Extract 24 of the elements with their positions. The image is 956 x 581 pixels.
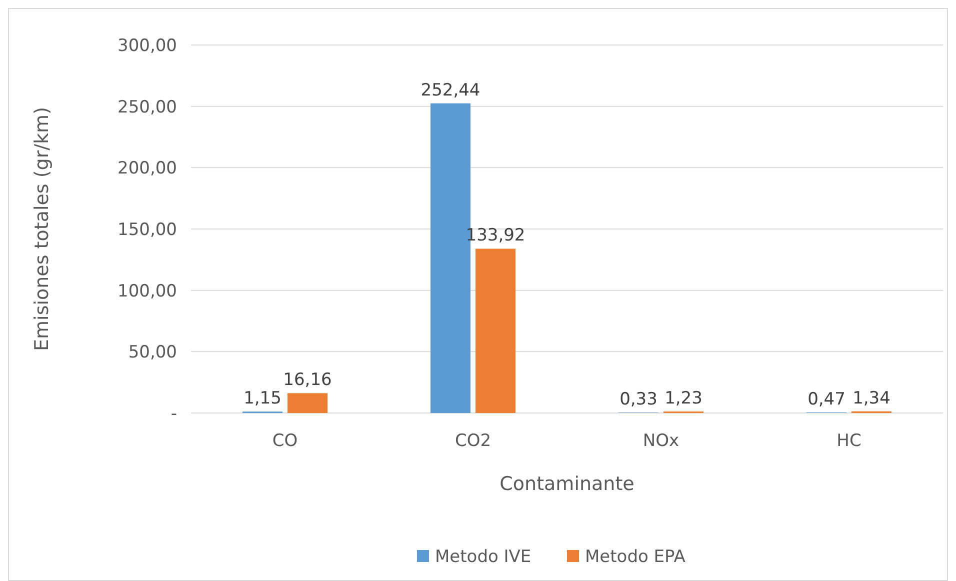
y-tick-label: 200,00 bbox=[118, 158, 177, 179]
x-tick-label: NOx bbox=[642, 431, 680, 451]
y-tick-label: 50,00 bbox=[128, 342, 177, 363]
bar bbox=[476, 248, 516, 413]
data-label: 1,23 bbox=[664, 388, 702, 408]
legend-label: Metodo IVE bbox=[435, 546, 532, 567]
x-tick-label: CO2 bbox=[454, 431, 492, 451]
data-label: 16,16 bbox=[283, 370, 332, 390]
x-tick-label: CO bbox=[272, 431, 298, 451]
y-axis-title: Emisiones totales (gr/km) bbox=[31, 107, 53, 351]
bar bbox=[288, 393, 328, 413]
x-tick-label: HC bbox=[836, 431, 862, 451]
data-label: 1,15 bbox=[244, 388, 282, 409]
data-label: 0,33 bbox=[620, 390, 658, 410]
y-tick-label: - bbox=[170, 404, 177, 424]
y-tick-label: 250,00 bbox=[118, 97, 177, 118]
y-tick-label: 100,00 bbox=[118, 281, 177, 302]
data-label: 1,34 bbox=[852, 388, 890, 408]
data-label: 252,44 bbox=[420, 80, 480, 100]
x-axis-title: Contaminante bbox=[500, 473, 634, 495]
legend-label: Metodo EPA bbox=[585, 546, 686, 567]
data-label: 0,47 bbox=[808, 389, 846, 410]
y-tick-label: 150,00 bbox=[118, 220, 177, 240]
y-tick-label: 300,00 bbox=[118, 36, 177, 56]
